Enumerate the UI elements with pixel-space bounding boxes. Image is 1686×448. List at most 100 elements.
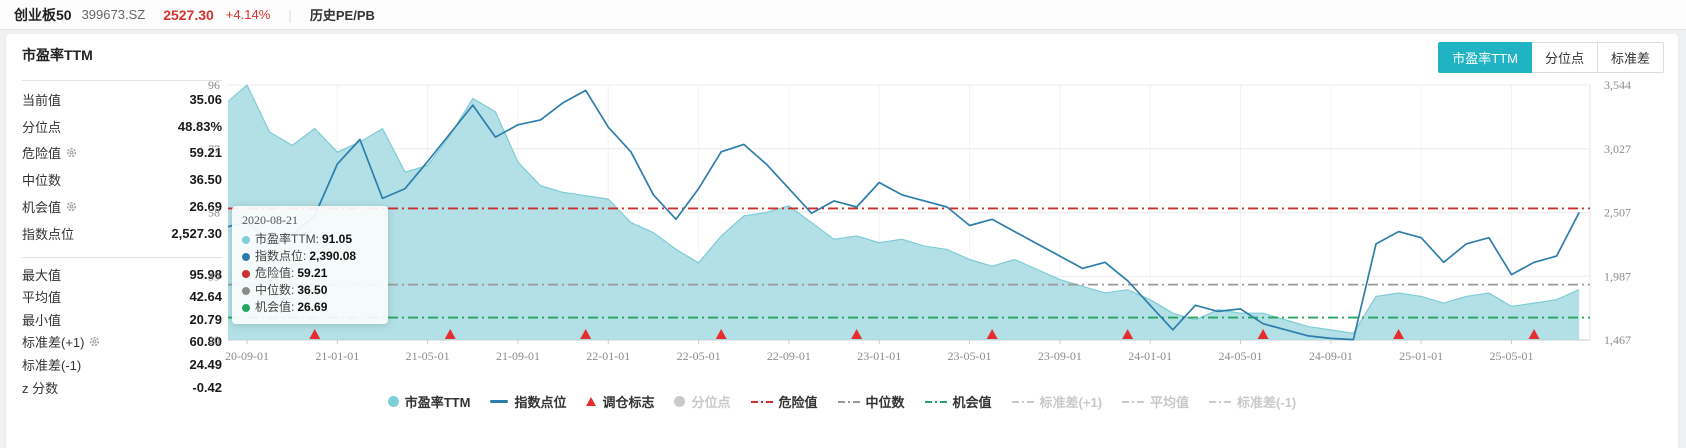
right-axis-label: 1,987	[1604, 269, 1631, 283]
tab-stddev[interactable]: 标准差	[1596, 42, 1664, 73]
stat-value-percentile: 48.83%	[177, 118, 222, 134]
stat-row-std-plus1: 标准差(+1) 60.80	[22, 331, 222, 354]
x-axis-label: 23-05-01	[948, 349, 992, 363]
left-axis-label: 20	[208, 333, 220, 347]
stats-panel: 当前值 35.06 分位点 48.83% 危险值 59.21 中位数 36.50 机会值 26.6…	[22, 80, 222, 398]
top-header-bar: 创业板50 399673.SZ 2527.30 +4.14% | 历史PE/PB	[0, 0, 1686, 30]
x-axis-label: 24-05-01	[1219, 349, 1263, 363]
right-axis-label: 2,507	[1604, 206, 1631, 220]
legend-item-pe-ttm[interactable]: 市盈率TTM	[387, 392, 471, 411]
stat-label-std-minus1: 标准差(-1)	[22, 357, 82, 373]
rebalance-marker-icon	[851, 329, 863, 339]
dashdot-marker-icon	[1011, 400, 1034, 403]
tooltip-row: 机会值: 26.69	[242, 299, 378, 316]
stat-row-index-point: 指数点位 2,527.30	[22, 220, 222, 247]
left-axis-label: 39	[208, 269, 220, 283]
tooltip-row: 市盈率TTM: 91.05	[242, 231, 378, 248]
stat-label-current: 当前值	[22, 92, 62, 108]
right-axis-label: 1,467	[1604, 333, 1631, 347]
legend-item-index-point[interactable]: 指数点位	[490, 392, 566, 411]
gear-icon[interactable]	[89, 336, 100, 347]
pe-area-series	[228, 85, 1580, 340]
x-axis-label: 21-09-01	[496, 349, 540, 363]
left-axis-label: 58	[208, 206, 220, 220]
gear-icon[interactable]	[66, 147, 77, 158]
legend-item-rebalance[interactable]: 调仓标志	[586, 392, 654, 411]
legend-label: 标准差(+1)	[1039, 395, 1103, 410]
legend-label: 平均值	[1150, 395, 1190, 410]
stat-value-index-point: 2,527.30	[171, 225, 222, 241]
stat-value-z-score: -0.42	[192, 379, 222, 395]
dashdot-marker-icon	[837, 400, 860, 403]
rebalance-marker-icon	[444, 329, 456, 339]
rebalance-marker-icon	[1528, 329, 1540, 339]
rebalance-marker-icon	[580, 329, 592, 339]
legend-item-std-minus1[interactable]: 标准差(-1)	[1209, 392, 1296, 411]
stat-label-risk: 危险值	[22, 143, 77, 162]
stat-value-current: 35.06	[189, 91, 222, 107]
tooltip-row: 危险值: 59.21	[242, 265, 378, 282]
stat-label-std-plus1: 标准差(+1)	[22, 332, 100, 351]
valuation-card: 市盈率TTM 市盈率TTM 分位点 标准差 当前值 35.06 分位点 48.83% 危险值…	[6, 34, 1678, 448]
legend-item-std-plus1[interactable]: 标准差(+1)	[1011, 392, 1103, 411]
legend-item-percentile[interactable]: 分位点	[674, 392, 731, 411]
stat-value-opportunity: 26.69	[189, 199, 222, 215]
pe-chart-svg[interactable]: 20-09-01 21-01-01 21-05-01 21-09-01 22-01-01…	[190, 70, 1642, 380]
rebalance-marker-icon	[1257, 329, 1269, 339]
legend-label: 市盈率TTM	[404, 395, 471, 410]
rebalance-marker-icon	[1122, 329, 1134, 339]
x-axis-label: 25-01-01	[1399, 349, 1443, 363]
stat-row-mean: 平均值 42.64	[22, 285, 222, 308]
dashdot-marker-icon	[1122, 400, 1145, 403]
x-axis-label: 22-01-01	[586, 349, 630, 363]
stats-group-current: 当前值 35.06 分位点 48.83% 危险值 59.21 中位数 36.50 机会值 26.6…	[22, 80, 222, 247]
series-dot-icon	[242, 303, 250, 312]
index-name: 创业板50	[14, 6, 72, 23]
line-marker-icon	[490, 400, 509, 403]
header-divider: |	[288, 6, 292, 23]
legend-item-risk[interactable]: 危险值	[750, 392, 818, 411]
card-title: 市盈率TTM	[22, 47, 93, 63]
circle-marker-icon	[674, 396, 686, 407]
gear-icon[interactable]	[66, 201, 77, 212]
x-axis-label: 23-09-01	[1038, 349, 1082, 363]
legend-item-mean[interactable]: 平均值	[1122, 392, 1189, 411]
legend-label: 机会值	[952, 395, 992, 410]
stat-value-mean: 42.64	[189, 289, 222, 305]
stat-row-percentile: 分位点 48.83%	[22, 113, 222, 140]
dashdot-marker-icon	[1209, 400, 1232, 403]
legend-item-opportunity[interactable]: 机会值	[924, 392, 992, 411]
chart-tooltip: 2020-08-21 市盈率TTM: 91.05 指数点位: 2,390.08 危险值:…	[232, 206, 388, 324]
legend-label: 中位数	[865, 395, 905, 410]
stat-label-median: 中位数	[22, 173, 62, 189]
stat-label-min: 最小值	[22, 312, 62, 328]
stat-value-min: 20.79	[189, 311, 222, 327]
stat-row-risk: 危险值 59.21	[22, 140, 222, 167]
stat-value-risk: 59.21	[189, 145, 222, 161]
pe-area-outline	[227, 84, 1580, 334]
stat-row-median: 中位数 36.50	[22, 166, 222, 193]
legend-label: 标准差(-1)	[1237, 395, 1297, 410]
stat-row-min: 最小值 20.79	[22, 308, 222, 331]
index-code: 399673.SZ	[81, 7, 146, 22]
tooltip-date: 2020-08-21	[242, 213, 298, 227]
stat-label-opportunity: 机会值	[22, 197, 77, 216]
series-dot-icon	[242, 286, 250, 295]
breadcrumb-history-pe-pb: 历史PE/PB	[309, 8, 375, 23]
tab-percentile[interactable]: 分位点	[1530, 42, 1598, 73]
right-axis-label: 3,027	[1604, 142, 1631, 156]
index-change: +4.14%	[225, 7, 271, 22]
rebalance-marker-icon	[715, 329, 727, 339]
tab-pe-ttm[interactable]: 市盈率TTM	[1438, 42, 1532, 73]
stat-label-max: 最大值	[22, 267, 62, 283]
x-axis-label: 24-01-01	[1128, 349, 1172, 363]
stat-value-std-plus1: 60.80	[189, 334, 222, 350]
legend-item-median[interactable]: 中位数	[837, 392, 905, 411]
stat-label-z-score: z 分数	[22, 380, 59, 396]
pe-chart-canvas[interactable]: 20-09-01 21-01-01 21-05-01 21-09-01 22-01-01…	[190, 70, 1642, 380]
stat-value-max: 95.98	[189, 266, 222, 282]
legend-label: 指数点位	[514, 395, 567, 410]
x-axis-label: 23-01-01	[857, 349, 901, 363]
left-axis-label: 77	[208, 142, 220, 156]
rebalance-marker-icon	[986, 329, 998, 339]
